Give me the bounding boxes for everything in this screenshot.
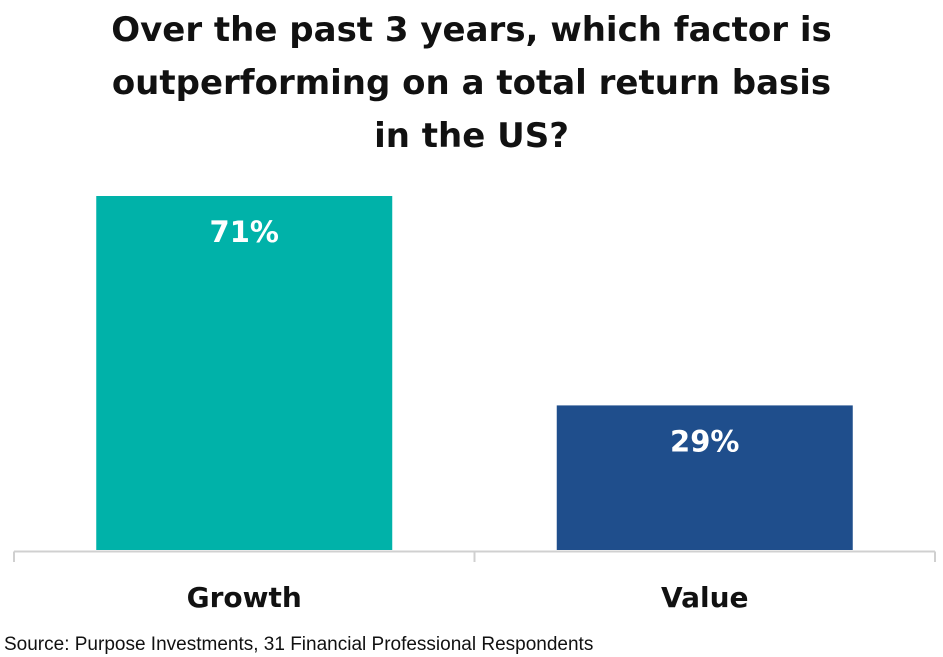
source-note: Source: Purpose Investments, 31 Financia… xyxy=(4,634,594,655)
x-tick-label-value: Value xyxy=(661,581,749,614)
chart-title-line-1: Over the past 3 years, which factor is xyxy=(111,10,832,50)
bar-value xyxy=(556,405,853,550)
chart-title-line-2: outperforming on a total return basis xyxy=(111,63,832,103)
x-tick-label-growth: Growth xyxy=(187,581,302,614)
data-label-growth: 71% xyxy=(210,215,279,249)
data-label-value: 29% xyxy=(670,424,739,458)
bar-growth xyxy=(96,196,393,550)
chart-title: Over the past 3 years, which factor is o… xyxy=(0,4,943,163)
chart-title-line-3: in the US? xyxy=(374,116,569,156)
